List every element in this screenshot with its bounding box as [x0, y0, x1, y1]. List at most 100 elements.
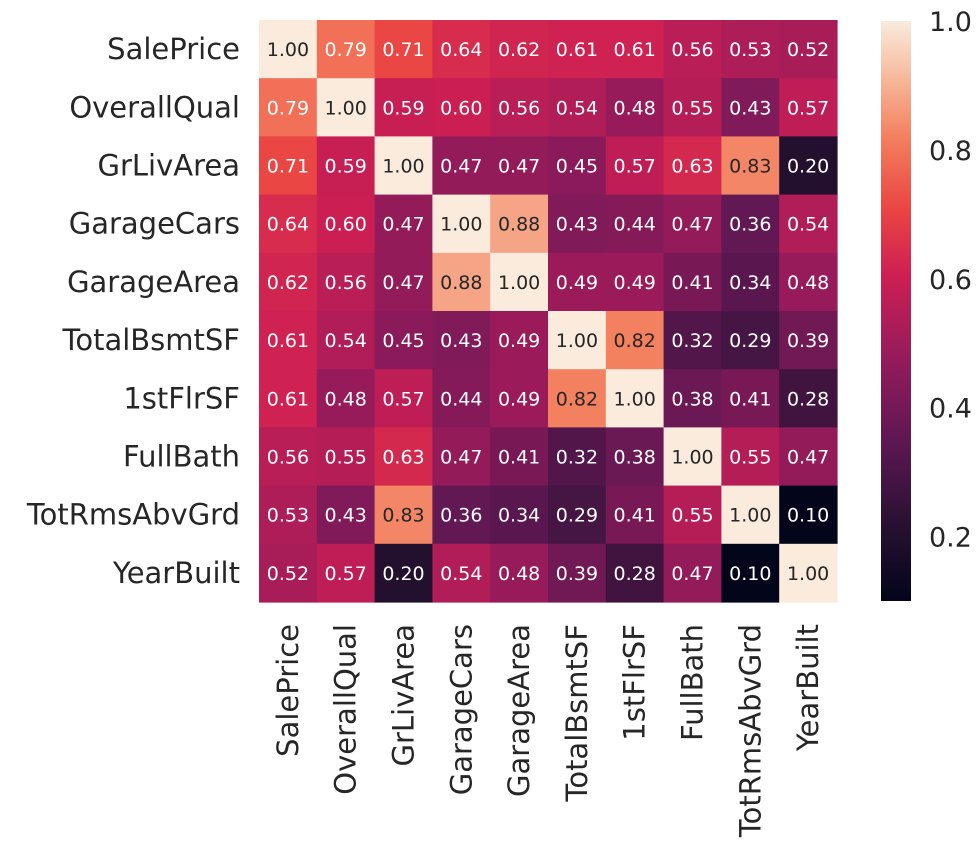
cell-garagearea-garagearea	[490, 252, 549, 312]
cell-value: 0.34	[498, 505, 540, 527]
cell-totrmsabvgrd-garagecars	[432, 485, 491, 545]
cell-totrmsabvgrd-saleprice	[259, 485, 318, 545]
cell-totalbsmtsf-1stflrsf	[605, 311, 665, 370]
cell-value: 0.41	[671, 272, 713, 294]
cell-totrmsabvgrd-overallqual	[316, 485, 376, 545]
cell-value: 0.43	[325, 505, 367, 527]
column-label-totalbsmtsf: TotalBsmtSF	[560, 624, 594, 802]
cell-saleprice-overallqual	[316, 20, 376, 79]
cell-value: 0.53	[267, 505, 309, 527]
cell-value: 1.00	[556, 330, 598, 352]
cell-value: 0.55	[729, 447, 771, 469]
cell-garagecars-totalbsmtsf	[548, 194, 607, 254]
cell-1stflrsf-totrmsabvgrd	[721, 369, 780, 428]
cell-totalbsmtsf-saleprice	[259, 311, 318, 370]
cell-value: 0.10	[787, 505, 829, 527]
cell-value: 1.00	[325, 97, 367, 119]
cell-value: 0.43	[729, 97, 771, 119]
cell-value: 0.60	[440, 97, 482, 119]
cell-1stflrsf-garagearea	[490, 369, 549, 428]
cell-fullbath-grlivarea	[374, 427, 433, 487]
cell-value: 0.57	[382, 388, 424, 410]
column-label-garagearea: GarageArea	[502, 624, 536, 797]
cell-totrmsabvgrd-fullbath	[663, 485, 722, 545]
column-label-grlivarea: GrLivArea	[387, 624, 421, 767]
column-label-yearbuilt: YearBuilt	[791, 624, 825, 752]
cell-totalbsmtsf-garagecars	[432, 311, 491, 370]
cell-fullbath-garagecars	[432, 427, 491, 487]
cell-saleprice-fullbath	[663, 20, 722, 79]
cell-yearbuilt-saleprice	[259, 543, 318, 603]
cell-yearbuilt-totrmsabvgrd	[721, 543, 780, 603]
cell-value: 0.38	[614, 447, 656, 469]
cell-value: 0.60	[325, 214, 367, 236]
cell-value: 1.00	[267, 39, 309, 61]
cell-value: 0.71	[267, 156, 309, 178]
cell-value: 0.49	[614, 272, 656, 294]
cell-value: 0.29	[556, 505, 598, 527]
cell-saleprice-totrmsabvgrd	[721, 20, 780, 79]
cell-grlivarea-grlivarea	[374, 136, 433, 196]
cell-overallqual-1stflrsf	[605, 78, 665, 137]
cell-value: 0.45	[556, 156, 598, 178]
cell-overallqual-overallqual	[316, 78, 376, 137]
cell-value: 0.47	[671, 214, 713, 236]
cell-value: 0.47	[787, 447, 829, 469]
cell-overallqual-garagecars	[432, 78, 491, 137]
cell-yearbuilt-yearbuilt	[779, 543, 838, 603]
colorbar-tick-label: 1.0	[929, 7, 972, 38]
cell-value: 0.55	[671, 505, 713, 527]
cell-value: 0.57	[787, 97, 829, 119]
cell-value: 0.48	[325, 388, 367, 410]
cell-value: 0.61	[614, 39, 656, 61]
cell-1stflrsf-grlivarea	[374, 369, 433, 428]
cell-value: 0.54	[787, 214, 829, 236]
cell-garagecars-totrmsabvgrd	[721, 194, 780, 254]
column-label-saleprice: SalePrice	[271, 624, 305, 757]
cell-value: 0.41	[729, 388, 771, 410]
cell-value: 0.49	[498, 388, 540, 410]
cell-fullbath-fullbath	[663, 427, 722, 487]
cell-value: 0.53	[729, 39, 771, 61]
cell-value: 0.49	[556, 272, 598, 294]
cell-garagearea-garagecars	[432, 252, 491, 312]
column-label-totrmsabvgrd: TotRmsAbvGrd	[733, 624, 767, 838]
row-label-grlivarea: GrLivArea	[97, 149, 240, 183]
cell-1stflrsf-yearbuilt	[779, 369, 838, 428]
cell-garagecars-1stflrsf	[605, 194, 665, 254]
cell-garagecars-overallqual	[316, 194, 376, 254]
cell-saleprice-grlivarea	[374, 20, 433, 79]
colorbar-tick-label: 0.4	[929, 394, 972, 425]
cell-garagearea-totrmsabvgrd	[721, 252, 780, 312]
cell-1stflrsf-garagecars	[432, 369, 491, 428]
cell-value: 0.52	[787, 39, 829, 61]
cell-garagecars-grlivarea	[374, 194, 433, 254]
cell-garagearea-totalbsmtsf	[548, 252, 607, 312]
cell-garagecars-yearbuilt	[779, 194, 838, 254]
cell-value: 0.57	[614, 156, 656, 178]
cell-totrmsabvgrd-totalbsmtsf	[548, 485, 607, 545]
cell-value: 0.36	[440, 505, 482, 527]
cell-totrmsabvgrd-grlivarea	[374, 485, 433, 545]
cell-totalbsmtsf-grlivarea	[374, 311, 433, 370]
row-label-fullbath: FullBath	[123, 440, 240, 474]
cell-value: 0.56	[267, 447, 309, 469]
cell-value: 0.54	[325, 330, 367, 352]
colorbar: 0.2 0.4 0.6 0.8 1.0	[881, 7, 972, 601]
cell-overallqual-yearbuilt	[779, 78, 838, 137]
cell-yearbuilt-overallqual	[316, 543, 376, 603]
row-labels: SalePrice OverallQual GrLivArea GarageCars G…	[26, 32, 240, 590]
cell-saleprice-garagecars	[432, 20, 491, 79]
cell-value: 0.29	[729, 330, 771, 352]
cell-grlivarea-overallqual	[316, 136, 376, 196]
cell-grlivarea-yearbuilt	[779, 136, 838, 196]
cell-value: 0.56	[671, 39, 713, 61]
cell-yearbuilt-grlivarea	[374, 543, 433, 603]
row-label-1stflrsf: 1stFlrSF	[123, 381, 240, 415]
cell-overallqual-garagearea	[490, 78, 549, 137]
cell-value: 0.32	[556, 447, 598, 469]
cell-totalbsmtsf-fullbath	[663, 311, 722, 370]
cell-fullbath-overallqual	[316, 427, 376, 487]
cell-garagecars-garagecars	[432, 194, 491, 254]
